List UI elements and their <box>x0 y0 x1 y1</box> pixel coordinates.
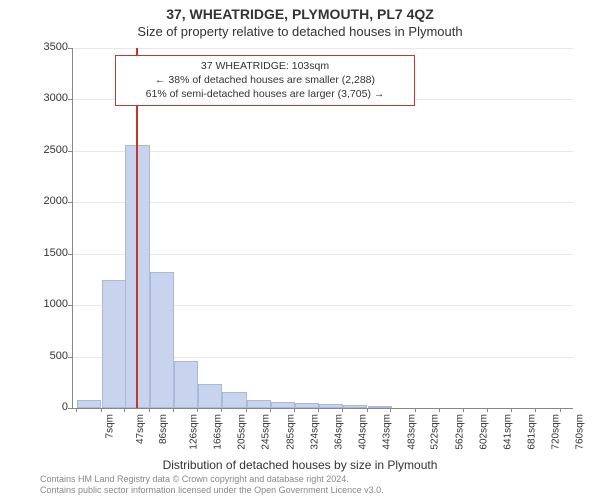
x-tick-label: 285sqm <box>285 414 296 450</box>
x-tick-mark <box>535 408 536 412</box>
footer-attribution: Contains HM Land Registry data © Crown c… <box>40 474 384 496</box>
x-tick-mark <box>149 408 150 412</box>
histogram-bar <box>77 400 101 408</box>
infobox-line: ← 38% of detached houses are smaller (2,… <box>124 73 406 87</box>
x-tick-mark <box>390 408 391 412</box>
gridline <box>73 48 573 49</box>
histogram-bar <box>368 406 392 408</box>
x-tick-label: 562sqm <box>454 414 465 450</box>
x-tick-mark <box>197 408 198 412</box>
x-tick-label: 166sqm <box>213 414 224 450</box>
x-tick-mark <box>463 408 464 412</box>
histogram-bar <box>150 272 174 408</box>
x-tick-label: 602sqm <box>479 414 490 450</box>
y-tick-label: 3500 <box>8 41 68 53</box>
x-tick-label: 205sqm <box>237 414 248 450</box>
x-tick-mark <box>124 408 125 412</box>
footer-line-2: Contains public sector information licen… <box>40 485 384 496</box>
chart-container: { "chart": { "type": "histogram", "title… <box>0 0 600 500</box>
y-tick-label: 2500 <box>8 144 68 156</box>
x-tick-label: 443sqm <box>382 414 393 450</box>
x-tick-mark <box>173 408 174 412</box>
y-tick-label: 0 <box>8 401 68 413</box>
histogram-bar <box>343 405 367 408</box>
histogram-bar <box>271 402 295 408</box>
histogram-bar <box>174 361 198 408</box>
infobox-line: 37 WHEATRIDGE: 103sqm <box>124 59 406 73</box>
infobox-line: 61% of semi-detached houses are larger (… <box>124 87 406 101</box>
histogram-bar <box>247 400 271 408</box>
y-tick-label: 3000 <box>8 92 68 104</box>
histogram-bar <box>198 384 222 408</box>
y-tick-mark <box>68 254 72 255</box>
y-tick-label: 500 <box>8 350 68 362</box>
x-axis-label: Distribution of detached houses by size … <box>0 458 600 472</box>
x-tick-label: 681sqm <box>527 414 538 450</box>
x-tick-mark <box>294 408 295 412</box>
y-tick-mark <box>68 202 72 203</box>
x-tick-label: 364sqm <box>334 414 345 450</box>
x-tick-label: 245sqm <box>261 414 272 450</box>
y-tick-mark <box>68 151 72 152</box>
y-tick-mark <box>68 357 72 358</box>
x-tick-mark <box>487 408 488 412</box>
histogram-bar <box>102 280 126 408</box>
x-tick-mark <box>101 408 102 412</box>
x-tick-label: 483sqm <box>406 414 417 450</box>
x-tick-label: 641sqm <box>502 414 513 450</box>
x-tick-mark <box>439 408 440 412</box>
x-tick-mark <box>367 408 368 412</box>
x-tick-mark <box>246 408 247 412</box>
y-tick-mark <box>68 48 72 49</box>
x-tick-mark <box>560 408 561 412</box>
chart-subtitle: Size of property relative to detached ho… <box>0 24 600 39</box>
y-tick-mark <box>68 408 72 409</box>
y-tick-label: 1000 <box>8 298 68 310</box>
x-tick-label: 760sqm <box>575 414 586 450</box>
x-tick-label: 324sqm <box>309 414 320 450</box>
x-tick-label: 7sqm <box>105 414 116 438</box>
x-tick-label: 720sqm <box>551 414 562 450</box>
x-tick-label: 86sqm <box>158 414 169 444</box>
y-tick-label: 2000 <box>8 195 68 207</box>
footer-line-1: Contains HM Land Registry data © Crown c… <box>40 474 384 485</box>
x-tick-mark <box>270 408 271 412</box>
y-tick-mark <box>68 99 72 100</box>
chart-title: 37, WHEATRIDGE, PLYMOUTH, PL7 4QZ <box>0 6 600 22</box>
histogram-bar <box>222 392 246 408</box>
x-tick-label: 47sqm <box>135 414 146 444</box>
property-infobox: 37 WHEATRIDGE: 103sqm← 38% of detached h… <box>115 55 415 106</box>
x-tick-mark <box>511 408 512 412</box>
histogram-bar <box>295 403 319 408</box>
x-tick-label: 126sqm <box>188 414 199 450</box>
histogram-bar <box>319 404 343 408</box>
x-tick-mark <box>342 408 343 412</box>
x-tick-mark <box>318 408 319 412</box>
x-tick-mark <box>221 408 222 412</box>
x-tick-label: 404sqm <box>358 414 369 450</box>
y-tick-label: 1500 <box>8 247 68 259</box>
x-tick-mark <box>415 408 416 412</box>
y-tick-mark <box>68 305 72 306</box>
x-tick-mark <box>76 408 77 412</box>
x-tick-label: 522sqm <box>430 414 441 450</box>
